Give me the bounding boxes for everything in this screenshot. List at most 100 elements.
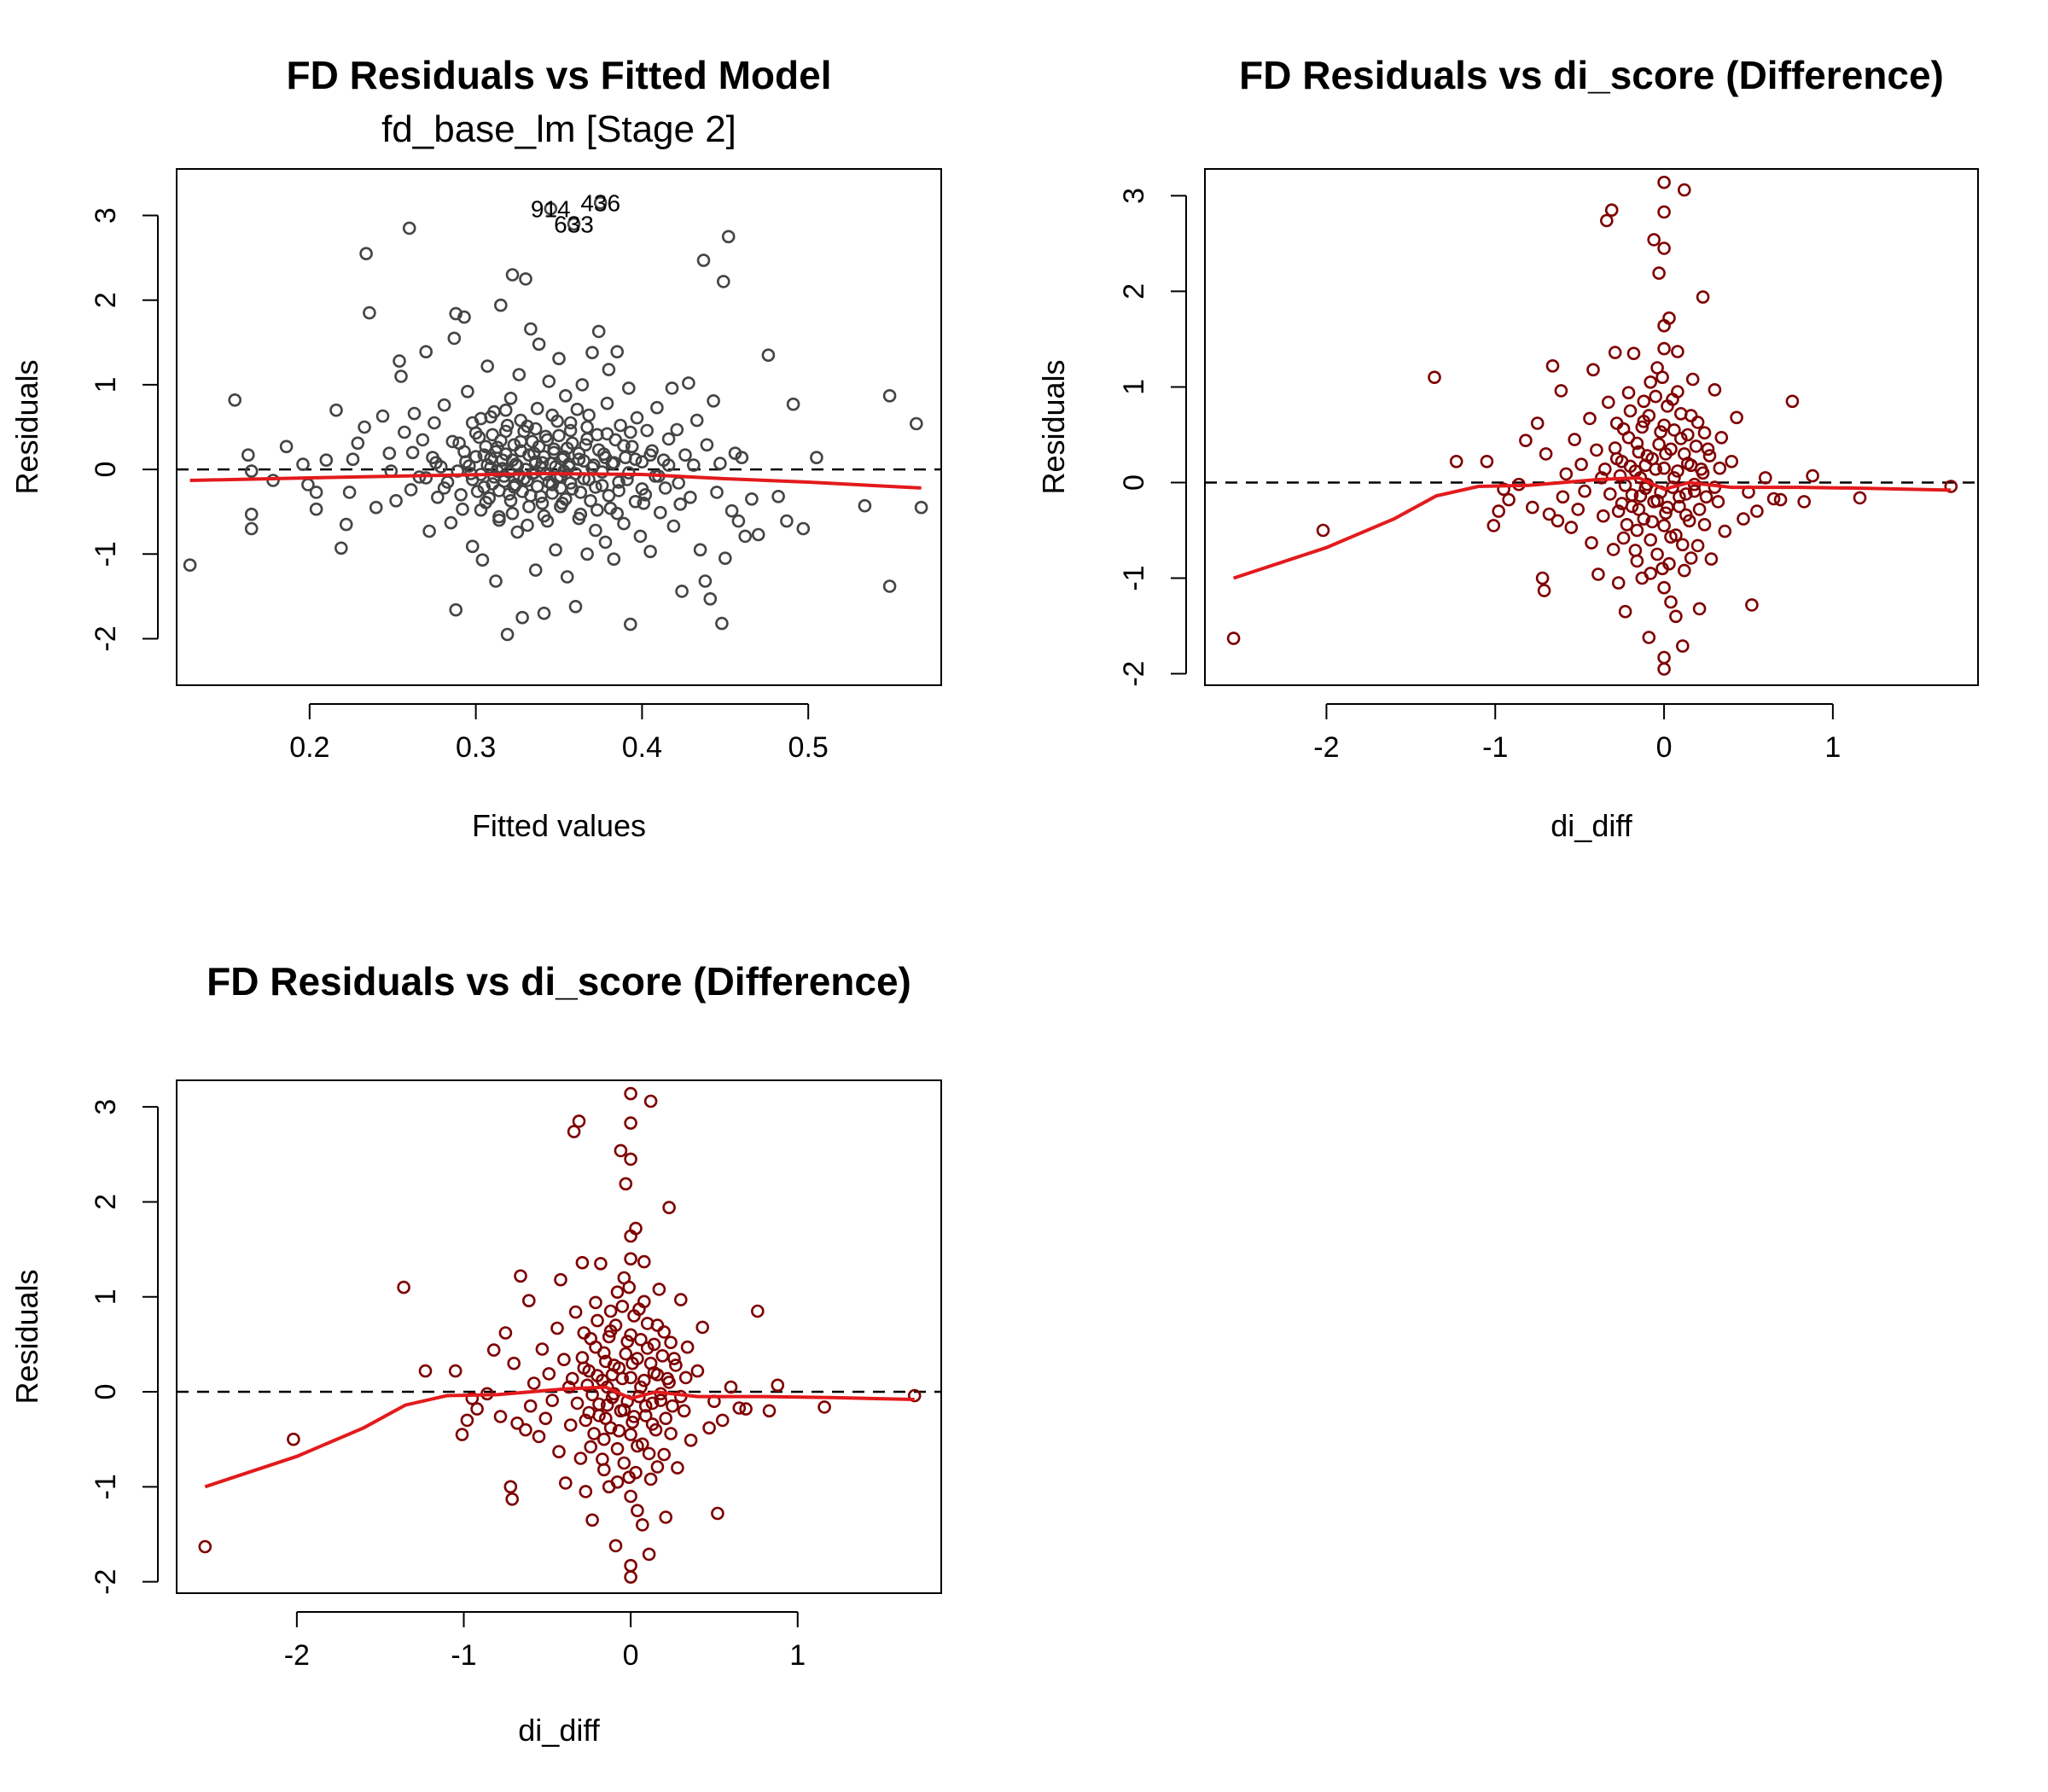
data-point <box>1806 468 1819 483</box>
data-point <box>1571 503 1585 516</box>
data-point <box>650 1460 665 1474</box>
data-point <box>603 1304 618 1318</box>
data-point <box>1669 609 1683 624</box>
data-point <box>1616 531 1631 545</box>
smoother-line <box>1232 475 1952 580</box>
data-point <box>1684 458 1698 473</box>
data-point <box>500 627 515 642</box>
data-point <box>183 558 197 573</box>
x-tick-label: -1 <box>1482 731 1508 764</box>
data-point <box>535 1342 550 1356</box>
data-point <box>1673 499 1686 514</box>
data-point <box>579 438 593 452</box>
data-point <box>572 1114 586 1128</box>
data-point <box>1537 584 1551 597</box>
data-point <box>477 480 492 494</box>
data-point <box>1597 509 1610 523</box>
data-point <box>419 471 433 485</box>
data-point <box>1611 576 1626 590</box>
y-tick-label: 3 <box>1118 188 1150 204</box>
data-point <box>623 617 637 631</box>
data-point <box>309 502 323 516</box>
data-point <box>628 494 643 509</box>
data-point <box>1667 423 1681 437</box>
data-point <box>593 195 608 210</box>
data-point <box>732 1401 747 1415</box>
y-axis-label: Residuals <box>1036 359 1071 494</box>
data-point <box>1609 416 1624 430</box>
data-point <box>602 1329 616 1344</box>
data-point <box>1526 500 1539 515</box>
data-point <box>707 393 720 408</box>
data-point <box>624 1086 637 1101</box>
data-point <box>684 490 697 504</box>
data-point <box>1600 213 1614 228</box>
data-point <box>521 1294 536 1307</box>
data-point <box>552 428 566 443</box>
data-point <box>522 448 536 463</box>
data-point <box>630 410 644 425</box>
data-point <box>620 1335 635 1348</box>
data-point <box>612 475 625 489</box>
data-point <box>1626 346 1641 361</box>
x-tick-label: 0.5 <box>788 731 829 764</box>
data-point <box>510 1417 524 1430</box>
data-point <box>596 1463 611 1477</box>
data-point <box>1585 536 1598 550</box>
data-point <box>1535 571 1550 585</box>
data-point <box>598 535 613 550</box>
data-point <box>1785 394 1800 409</box>
data-point <box>1697 426 1712 440</box>
data-point <box>444 515 458 530</box>
data-point <box>567 1125 581 1138</box>
data-point <box>570 402 585 416</box>
data-point <box>573 486 588 499</box>
data-point <box>1530 416 1545 430</box>
panel-subtitle: fd_base_lm [Stage 2] <box>381 108 736 150</box>
data-point <box>810 451 823 465</box>
data-point <box>711 1506 724 1521</box>
data-point <box>595 465 609 479</box>
data-point <box>465 539 480 554</box>
data-point <box>716 275 730 288</box>
data-point <box>664 1335 678 1349</box>
panel-title: FD Residuals vs di_score (Difference) <box>207 959 911 1004</box>
data-point <box>592 1409 606 1423</box>
data-point <box>662 1201 676 1214</box>
data-point <box>1704 552 1719 566</box>
data-point <box>1657 662 1671 676</box>
scatter-points <box>183 195 928 642</box>
data-point <box>582 1364 596 1378</box>
data-point <box>544 201 558 216</box>
data-point <box>1652 266 1666 280</box>
data-point <box>1671 385 1684 399</box>
data-point <box>602 488 616 503</box>
data-point <box>610 506 625 521</box>
plot-frame <box>176 168 942 686</box>
data-point <box>580 547 594 561</box>
data-point <box>1650 547 1664 561</box>
x-tick-label: 0 <box>623 1639 639 1672</box>
data-point <box>528 563 543 577</box>
data-point <box>1644 532 1657 547</box>
data-point <box>461 384 474 399</box>
data-point <box>686 458 701 472</box>
data-point <box>346 452 360 467</box>
data-point <box>1502 492 1516 507</box>
data-point <box>393 354 406 368</box>
data-point <box>358 420 371 434</box>
data-point <box>761 348 776 363</box>
data-point <box>1671 345 1684 358</box>
data-point <box>1316 523 1330 538</box>
data-point <box>724 503 739 518</box>
data-point <box>455 1428 469 1441</box>
data-point <box>619 1347 633 1361</box>
point-id-label: 914 <box>531 196 571 223</box>
data-point <box>617 1456 631 1470</box>
data-point <box>538 1411 553 1425</box>
data-point <box>524 488 538 503</box>
data-point <box>735 451 749 465</box>
data-point <box>635 455 649 469</box>
data-point <box>1545 358 1560 373</box>
data-point <box>724 1380 738 1394</box>
